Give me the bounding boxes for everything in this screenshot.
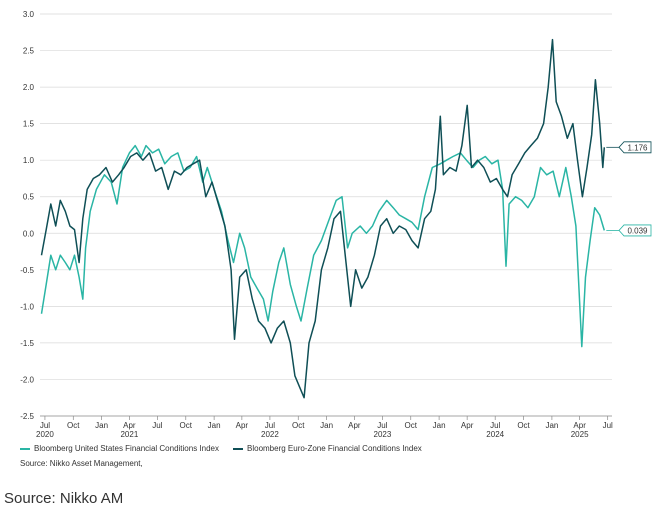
legend-item-us: Bloomberg United States Financial Condit…	[20, 444, 219, 453]
x-tick-month-label: Oct	[405, 421, 418, 430]
x-tick-month-label: Jan	[208, 421, 221, 430]
x-tick-month-label: Apr	[236, 421, 249, 430]
x-tick-year-label: 2024	[486, 430, 504, 439]
y-tick-label: -0.5	[20, 266, 34, 275]
series-line-us	[40, 144, 606, 348]
x-tick-month-label: Oct	[292, 421, 305, 430]
x-tick-year-label: 2021	[120, 430, 138, 439]
x-tick-month-label: Apr	[461, 421, 474, 430]
x-tick-month-label: Oct	[180, 421, 193, 430]
end-label-box	[618, 141, 652, 154]
y-tick-label: -1.0	[20, 302, 34, 311]
legend-swatch-eu	[233, 447, 243, 450]
y-tick-label: 3.0	[23, 10, 35, 19]
x-tick-month-label: Jan	[433, 421, 446, 430]
end-value-labels: 0.039 1.176	[606, 141, 652, 237]
x-tick-month-label: Apr	[573, 421, 586, 430]
y-tick-label: 2.5	[23, 47, 35, 56]
x-tick-year-label: 2025	[571, 430, 589, 439]
x-tick-month-label: Jul	[152, 421, 162, 430]
series-lines	[40, 38, 606, 399]
x-tick-month-label: Jan	[95, 421, 108, 430]
x-tick-year-label: 2023	[374, 430, 392, 439]
chart-source-note: Source: Nikko Asset Management,	[20, 459, 143, 468]
x-tick-month-label: Jul	[265, 421, 275, 430]
y-tick-label: 2.0	[23, 83, 35, 92]
end-label-eu: 1.176	[606, 141, 652, 154]
x-tick-month-label: Jul	[490, 421, 500, 430]
y-tick-label: 0.0	[23, 229, 35, 238]
y-tick-label: 0.5	[23, 193, 35, 202]
line-chart: 3.0 2.5 2.0 1.5 1.0 0.5 0.0 -0.5 -1.0 -1.5 -2.0 -2.…	[20, 10, 652, 439]
x-tick-month-label: Apr	[348, 421, 361, 430]
x-tick-month-label: Jul	[603, 421, 613, 430]
x-tick-year-label: 2022	[261, 430, 279, 439]
x-tick-month-label: Oct	[517, 421, 530, 430]
legend-swatch-us	[20, 447, 30, 450]
y-tick-label: -2.5	[20, 412, 34, 421]
legend-label-eu: Bloomberg Euro-Zone Financial Conditions…	[247, 444, 422, 453]
x-tick-month-label: Jul	[40, 421, 50, 430]
end-label-us: 0.039	[606, 224, 652, 237]
y-tick-label: -1.5	[20, 339, 34, 348]
series-line-eu	[40, 38, 606, 399]
y-tick-label: 1.0	[23, 156, 35, 165]
x-tick-month-label: Jan	[320, 421, 333, 430]
y-tick-label: -2.0	[20, 375, 34, 384]
y-axis: 3.0 2.5 2.0 1.5 1.0 0.5 0.0 -0.5 -1.0 -1.5 -2.0 -2.…	[20, 10, 34, 421]
x-tick-month-label: Oct	[67, 421, 80, 430]
end-label-value: 0.039	[627, 226, 648, 235]
x-tick-month-label: Jan	[545, 421, 558, 430]
x-tick-month-label: Jul	[377, 421, 387, 430]
end-label-value: 1.176	[627, 143, 648, 152]
grid-lines	[40, 13, 612, 417]
legend-label-us: Bloomberg United States Financial Condit…	[34, 444, 219, 453]
legend-item-eu: Bloomberg Euro-Zone Financial Conditions…	[233, 444, 422, 453]
figure-source: Source: Nikko AM	[4, 490, 124, 507]
x-tick-month-label: Apr	[123, 421, 136, 430]
end-label-box	[618, 224, 652, 237]
legend: Bloomberg United States Financial Condit…	[20, 444, 436, 453]
x-tick-year-label: 2020	[36, 430, 54, 439]
y-tick-label: 1.5	[23, 120, 35, 129]
